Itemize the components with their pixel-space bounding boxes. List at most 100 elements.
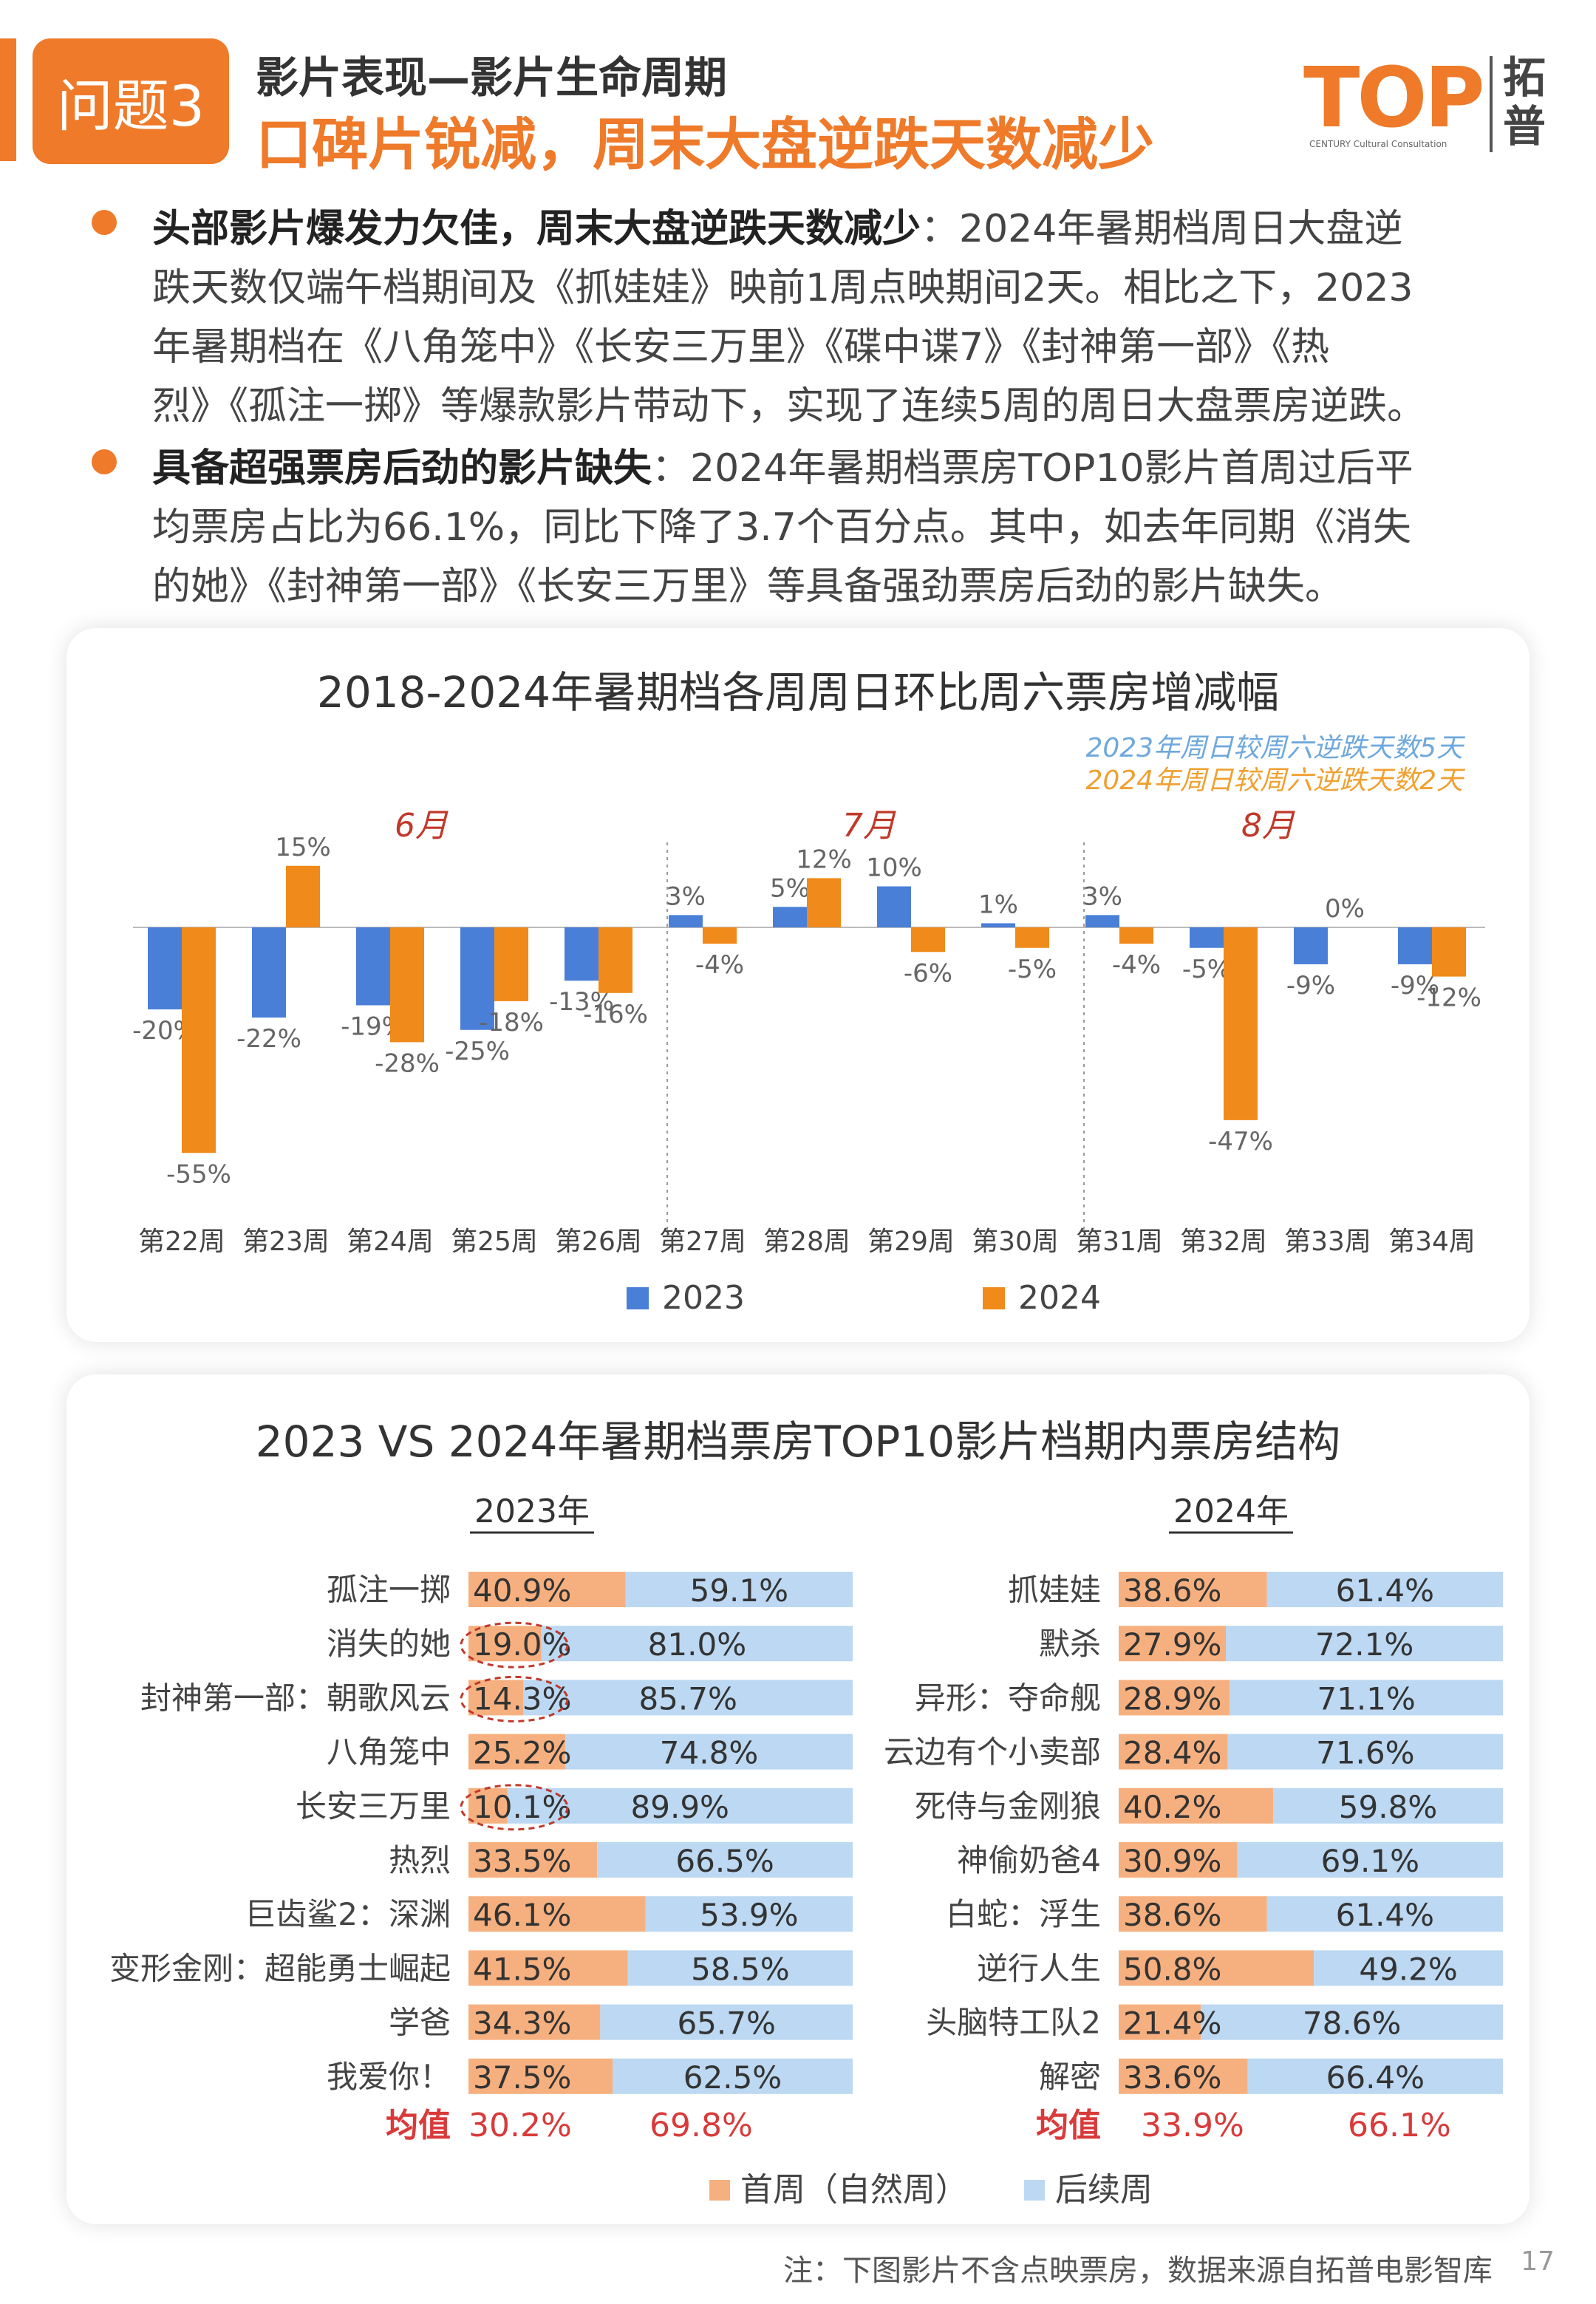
bar-value-label: -5% — [1008, 955, 1057, 984]
legend-swatch — [709, 2180, 730, 2201]
bar-first-week — [1119, 1787, 1274, 1824]
first-week-value: 41.5% — [473, 1951, 571, 1987]
page-title: 口碑片锐减，周末大盘逆跌天数减少 — [256, 112, 1154, 177]
first-week-value: 33.6% — [1123, 2059, 1221, 2096]
later-value: 61.4% — [1336, 1572, 1434, 1609]
bar-value-label: -9% — [1286, 971, 1335, 1001]
bullet-lead: 头部影片爆发力欠佳，周末大盘逆跌天数减少 — [152, 207, 921, 251]
bar-2024 — [598, 927, 632, 993]
x-tick-label: 第34周 — [1388, 1227, 1476, 1257]
first-week-value: 33.5% — [473, 1843, 571, 1879]
bar-value-label: 3% — [666, 882, 706, 911]
x-tick-label: 第25周 — [451, 1227, 538, 1257]
first-week-value: 50.8% — [1123, 1951, 1221, 1987]
bar-later-weeks — [1226, 1626, 1503, 1662]
bar-first-week — [1119, 2004, 1201, 2040]
bar-2023 — [1294, 927, 1328, 964]
page-number: 17 — [1521, 2246, 1555, 2277]
annotation-2024: 2024年周日较周六逆跌天数2天 — [1085, 766, 1466, 796]
top-logo: TOP CENTURY Cultural Consultation 拓 普 — [1303, 50, 1562, 161]
month-label: 8月 — [1241, 807, 1295, 845]
film-name: 头脑特工队2 — [926, 2005, 1101, 2041]
first-week-value: 30.9% — [1123, 1843, 1221, 1879]
x-tick-label: 第29周 — [867, 1227, 955, 1257]
bar-value-label: -25% — [445, 1037, 510, 1066]
bar-value-label: 3% — [1082, 882, 1122, 911]
chart-card-weekly: 2018-2024年暑期档各周周日环比周六票房增减幅 6月 7月 8月 2023年周日… — [66, 628, 1530, 1342]
bar-first-week — [468, 1896, 646, 1932]
bar-2024 — [182, 927, 216, 1153]
bar-2023 — [460, 927, 494, 1030]
x-tick-label: 第33周 — [1284, 1227, 1371, 1257]
later-value: 71.1% — [1317, 1680, 1415, 1717]
x-tick-label: 第32周 — [1180, 1227, 1267, 1257]
later-value: 78.6% — [1303, 2005, 1401, 2042]
highlight-circle — [460, 1784, 569, 1831]
bar-value-label: -9% — [1391, 971, 1439, 1001]
bar-2024 — [494, 927, 528, 1001]
bar-first-week — [468, 1680, 524, 1716]
bullet-text: 跌天数仅端午档期间及《抓娃娃》映前1周点映期间2天。相比之下，2023 — [152, 266, 1413, 310]
bar-2023 — [1190, 927, 1224, 948]
bar-first-week — [1119, 1950, 1314, 1986]
bar-2023 — [669, 915, 703, 927]
x-tick-label: 第30周 — [972, 1227, 1059, 1257]
bar-first-week — [468, 1734, 566, 1770]
later-value: 89.9% — [631, 1789, 729, 1825]
mean-later-value: 66.1% — [1348, 2107, 1451, 2144]
bar-value-label: -6% — [904, 958, 952, 988]
film-name: 孤注一掷 — [327, 1572, 451, 1608]
chart-title: 2018-2024年暑期档各周周日环比周六票房增减幅 — [316, 667, 1280, 718]
bar-first-week — [468, 2004, 601, 2040]
bullet-paragraph-1: 头部影片爆发力欠佳，周末大盘逆跌天数减少：2024年暑期档周日大盘逆 跌天数仅端… — [152, 200, 1541, 436]
film-name: 死侍与金刚狼 — [915, 1788, 1101, 1824]
film-name: 我爱你！ — [327, 2059, 451, 2095]
film-name: 抓娃娃 — [1008, 1572, 1101, 1608]
later-value: 49.2% — [1359, 1951, 1457, 1987]
bar-2024 — [807, 878, 841, 927]
bar-later-weeks — [1266, 1896, 1503, 1932]
later-value: 65.7% — [677, 2005, 775, 2042]
bullet-paragraph-2: 具备超强票房后劲的影片缺失：2024年暑期档票房TOP10影片首周过后平 均票房… — [152, 439, 1541, 616]
bar-later-weeks — [1227, 1734, 1503, 1770]
bar-2024 — [1432, 927, 1466, 977]
first-week-value: 28.9% — [1123, 1680, 1221, 1717]
bar-value-label: -28% — [375, 1049, 440, 1078]
bar-value-label: -5% — [1182, 955, 1231, 984]
bar-first-week — [468, 1950, 628, 1986]
bar-later-weeks — [507, 1787, 853, 1824]
bar-later-weeks — [600, 2004, 853, 2040]
panel-year: 2023年 — [474, 1493, 590, 1530]
first-week-value: 25.2% — [473, 1735, 571, 1771]
x-tick-label: 第27周 — [659, 1227, 746, 1257]
bar-first-week — [1119, 1842, 1238, 1878]
bar-2023 — [981, 923, 1015, 927]
logo-wordmark: TOP — [1303, 50, 1485, 146]
annotation-2023: 2023年周日较周六逆跌天数5天 — [1085, 733, 1466, 763]
bar-later-weeks — [613, 2058, 853, 2094]
first-week-value: 37.5% — [473, 2059, 571, 2096]
bar-later-weeks — [523, 1680, 853, 1716]
bar-2023 — [148, 927, 182, 1009]
first-week-value: 34.3% — [473, 2005, 571, 2042]
bullet-text: 的她》《封神第一部》《长安三万里》等具备强劲票房后劲的影片缺失。 — [152, 565, 1344, 609]
bar-later-weeks — [1247, 2058, 1503, 2094]
later-value: 58.5% — [691, 1951, 789, 1987]
bar-first-week — [1119, 1896, 1267, 1932]
later-value: 53.9% — [700, 1897, 798, 1933]
bar-value-label: 15% — [275, 833, 331, 862]
bar-later-weeks — [645, 1896, 853, 1932]
bar-value-label: 1% — [978, 890, 1018, 919]
logo-chinese: 拓 普 — [1503, 53, 1546, 151]
mean-label: 均值 — [1036, 2107, 1101, 2144]
bullet-lead: 具备超强票房后劲的影片缺失 — [152, 446, 652, 491]
film-name: 白蛇：浮生 — [946, 1896, 1101, 1932]
bar-later-weeks — [627, 1950, 853, 1986]
bullet-dot — [92, 449, 117, 474]
later-value: 59.1% — [690, 1572, 788, 1609]
first-week-value: 14.3% — [473, 1680, 571, 1717]
accent-bar — [0, 38, 16, 161]
bar-later-weeks — [625, 1572, 853, 1607]
film-name: 异形：夺命舰 — [915, 1680, 1101, 1716]
